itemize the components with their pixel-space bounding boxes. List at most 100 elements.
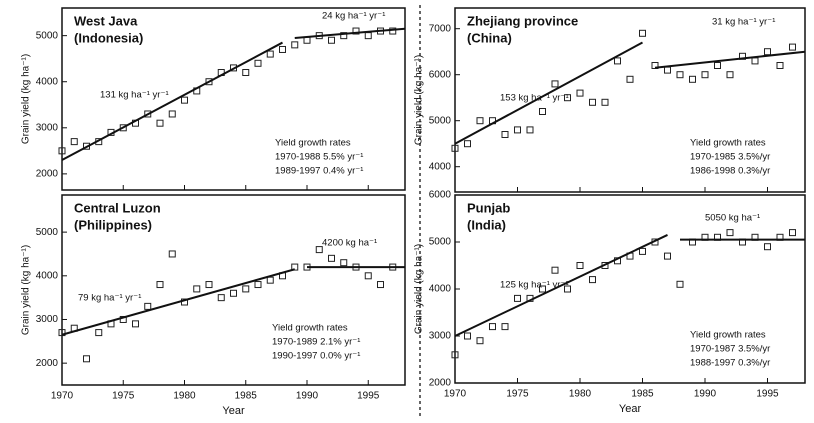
data-point bbox=[639, 247, 646, 255]
y-axis-label: Grain yield (kg ha⁻¹) bbox=[414, 55, 425, 145]
data-point bbox=[193, 285, 201, 293]
y-tick-label: 3000 bbox=[36, 314, 59, 325]
data-point bbox=[181, 96, 188, 104]
annotation: 1986-1998 0.3%/yr bbox=[690, 166, 770, 177]
trend-line bbox=[654, 50, 806, 69]
data-point bbox=[539, 108, 546, 115]
y-tick-label: 4000 bbox=[36, 76, 59, 87]
plot-frame bbox=[454, 7, 806, 193]
data-point bbox=[254, 281, 262, 289]
data-point bbox=[389, 27, 397, 35]
data-point bbox=[539, 285, 546, 293]
panel-title: Punjab bbox=[467, 200, 510, 215]
x-axis-label: Year bbox=[619, 403, 642, 415]
data-point bbox=[266, 50, 274, 58]
data-point bbox=[144, 302, 152, 310]
annotation: Yield growth rates bbox=[275, 138, 351, 149]
data-point bbox=[266, 276, 274, 284]
annotation: 1970-1987 3.5%/yr bbox=[690, 344, 770, 355]
data-point bbox=[789, 43, 796, 51]
data-point bbox=[464, 332, 471, 340]
data-point bbox=[242, 285, 250, 293]
trend-line bbox=[294, 27, 406, 39]
data-point bbox=[789, 229, 796, 237]
y-tick-label: 4000 bbox=[36, 270, 59, 281]
data-point bbox=[119, 124, 127, 132]
annotation: 1990-1997 0.0% yr⁻¹ bbox=[272, 351, 360, 362]
data-point bbox=[589, 276, 596, 284]
data-point bbox=[626, 75, 634, 83]
data-point bbox=[564, 94, 571, 102]
panel-subtitle: (Philippines) bbox=[74, 217, 152, 232]
y-tick-label: 3000 bbox=[36, 122, 59, 133]
data-point bbox=[132, 320, 139, 328]
data-point bbox=[364, 272, 372, 280]
data-point bbox=[614, 57, 621, 65]
data-point bbox=[144, 110, 152, 118]
x-axis-label: Year bbox=[222, 405, 245, 417]
x-tick-label: 1990 bbox=[694, 389, 717, 400]
data-point bbox=[564, 285, 571, 293]
data-point bbox=[352, 27, 360, 35]
data-point bbox=[156, 281, 164, 289]
y-tick-label: 5000 bbox=[429, 237, 452, 248]
data-point bbox=[58, 147, 66, 155]
plot-frame bbox=[61, 7, 406, 191]
data-point bbox=[279, 45, 286, 53]
data-point bbox=[501, 131, 509, 138]
panel-title: West Java bbox=[74, 13, 138, 28]
data-point bbox=[601, 98, 609, 106]
annotation: 31 kg ha⁻¹ yr⁻¹ bbox=[712, 17, 775, 28]
data-point bbox=[576, 89, 584, 97]
data-point bbox=[217, 294, 225, 302]
data-point bbox=[95, 329, 103, 337]
data-point bbox=[70, 138, 78, 146]
plot-frame bbox=[61, 194, 406, 386]
y-axis-label: Grain yield (kg ha⁻¹) bbox=[21, 245, 32, 335]
data-point bbox=[639, 29, 646, 37]
x-tick-label: 1970 bbox=[444, 389, 467, 400]
annotation: 1970-1985 3.5%/yr bbox=[690, 152, 770, 163]
data-point bbox=[751, 57, 759, 65]
data-point bbox=[689, 75, 696, 83]
annotation: Yield growth rates bbox=[690, 138, 766, 149]
x-tick-label: 1970 bbox=[51, 391, 74, 402]
annotation: Yield growth rates bbox=[272, 323, 348, 334]
trend-line bbox=[61, 268, 296, 336]
data-point bbox=[589, 98, 596, 106]
annotation: 131 kg ha⁻¹ yr⁻¹ bbox=[100, 90, 169, 101]
data-point bbox=[58, 329, 66, 337]
x-tick-label: 1975 bbox=[112, 391, 135, 402]
data-point bbox=[776, 62, 784, 69]
y-tick-label: 4000 bbox=[429, 161, 452, 172]
data-point bbox=[451, 144, 459, 152]
y-tick-label: 5000 bbox=[36, 30, 59, 41]
data-point bbox=[651, 62, 659, 69]
data-point bbox=[303, 36, 311, 44]
data-point bbox=[328, 254, 335, 262]
data-point bbox=[676, 71, 684, 79]
data-point bbox=[168, 250, 176, 258]
data-point bbox=[168, 110, 176, 118]
trend-line bbox=[454, 234, 668, 337]
data-point bbox=[476, 117, 484, 125]
y-tick-label: 6000 bbox=[429, 69, 452, 80]
y-tick-label: 5000 bbox=[36, 227, 59, 238]
data-point bbox=[340, 259, 348, 267]
data-point bbox=[764, 243, 771, 251]
y-tick-label: 6000 bbox=[429, 190, 452, 201]
data-point bbox=[726, 71, 734, 79]
data-point bbox=[377, 281, 384, 289]
x-tick-label: 1980 bbox=[173, 391, 196, 402]
data-point bbox=[764, 48, 771, 56]
y-tick-label: 2000 bbox=[429, 378, 452, 389]
data-point bbox=[464, 140, 471, 148]
x-tick-label: 1990 bbox=[296, 391, 319, 402]
annotation: 1970-1988 5.5% yr⁻¹ bbox=[275, 152, 363, 163]
annotation: 1989-1997 0.4% yr⁻¹ bbox=[275, 166, 363, 177]
data-point bbox=[489, 323, 496, 331]
data-point bbox=[726, 229, 734, 237]
panel-subtitle: (India) bbox=[467, 217, 506, 232]
data-point bbox=[701, 71, 709, 79]
